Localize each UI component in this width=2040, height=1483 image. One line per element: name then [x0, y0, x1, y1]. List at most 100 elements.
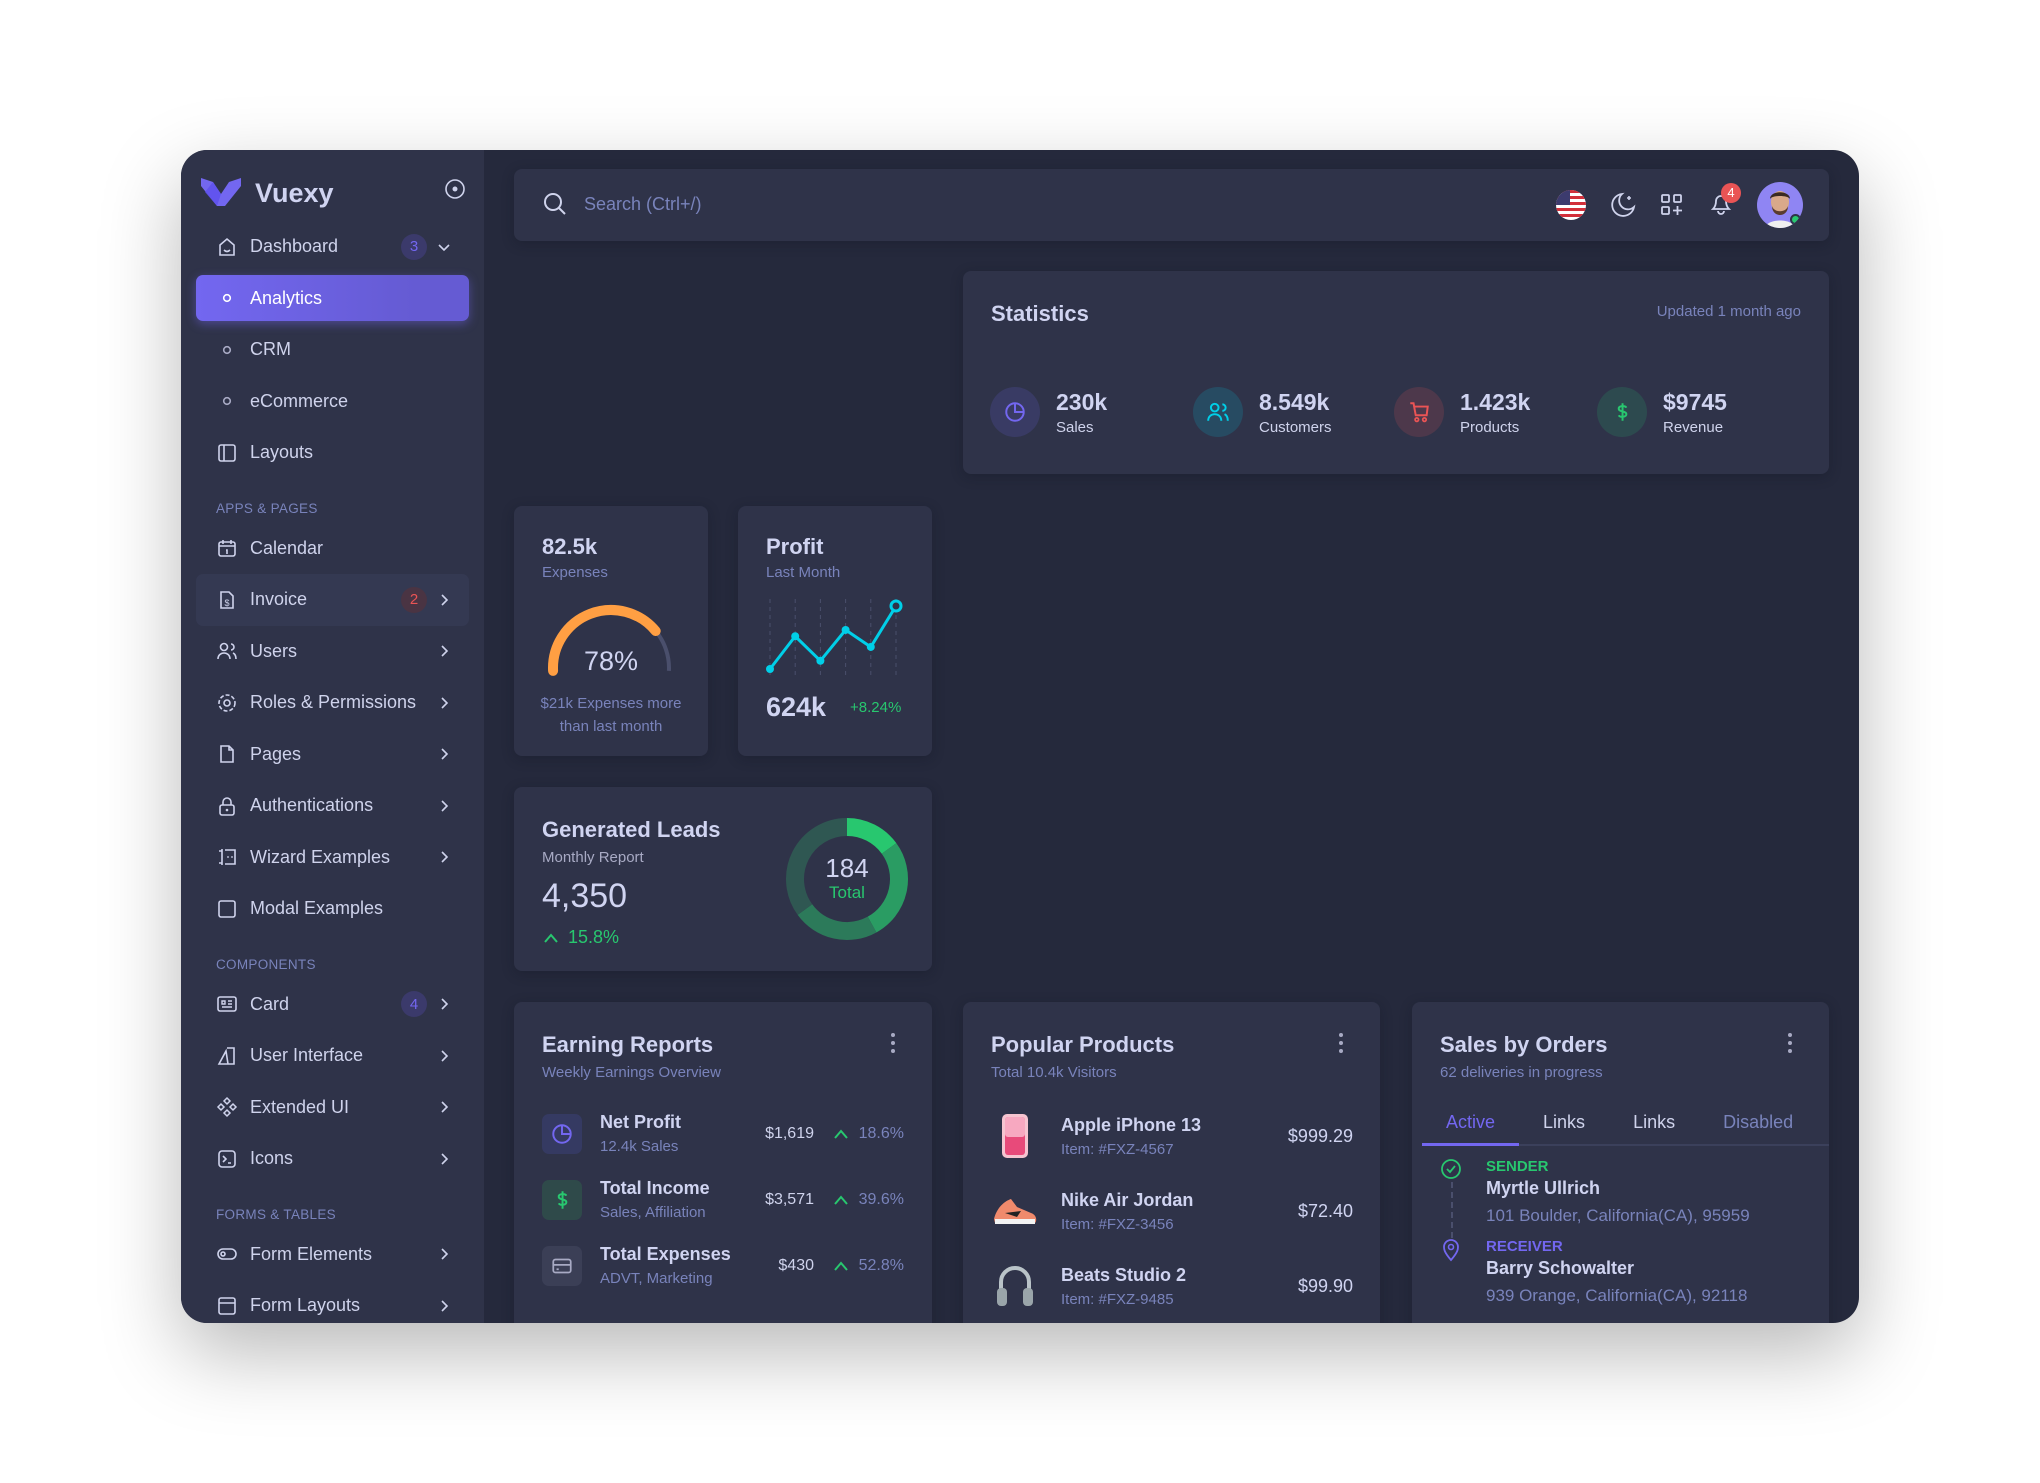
row-subtitle: Sales, Affiliation — [600, 1204, 706, 1221]
sidebar-item-modal-examples[interactable]: Modal Examples — [196, 883, 469, 935]
users-icon — [216, 640, 238, 662]
count-badge: 2 — [401, 586, 427, 613]
leads-change: 15.8% — [544, 927, 619, 948]
stat-products: 1.423k Products — [1394, 387, 1530, 437]
leads-total-label: Total — [829, 883, 865, 902]
donut-segment — [786, 818, 848, 915]
sidebar: Vuexy Dashboard 3 Analytics CRM eCommerce Lay… — [181, 150, 484, 1323]
more-options-icon[interactable] — [1787, 1032, 1793, 1054]
profit-value: 624k — [766, 692, 827, 722]
sidebar-item-extended-ui[interactable]: Extended UI — [196, 1082, 469, 1134]
popular-products-card: Popular Products Total 10.4k Visitors Ap… — [963, 1002, 1380, 1323]
more-options-icon[interactable] — [1338, 1032, 1344, 1054]
chevron-right-icon — [441, 697, 449, 709]
row-change: 18.6% — [858, 1124, 904, 1142]
sidebar-item-ecommerce[interactable]: eCommerce — [196, 376, 469, 428]
id-card-icon — [216, 993, 238, 1015]
sidebar-item-wizard-examples[interactable]: Wizard Examples — [196, 832, 469, 884]
sidebar-item-user-interface[interactable]: User Interface — [196, 1030, 469, 1082]
layout-navbar-icon — [216, 1295, 238, 1317]
brand[interactable]: Vuexy — [201, 168, 334, 218]
search-input[interactable]: Search (Ctrl+/) — [584, 193, 702, 214]
product-item-id: Item: #FXZ-4567 — [1061, 1140, 1174, 1158]
sidebar-item-roles-and-permissions[interactable]: Roles & Permissions — [196, 677, 469, 729]
headphones-image — [991, 1258, 1039, 1314]
sidebar-item-pages[interactable]: Pages — [196, 729, 469, 781]
user-interface-icon — [216, 1045, 238, 1067]
circle-icon — [216, 287, 238, 309]
sidebar-item-label: Wizard Examples — [250, 846, 391, 867]
notifications-button[interactable]: 4 — [1707, 182, 1741, 222]
profit-subtitle: Last Month — [766, 564, 841, 581]
stat-value: $9745 — [1663, 388, 1727, 415]
apps-icon[interactable] — [1659, 192, 1685, 218]
moon-icon[interactable] — [1609, 191, 1637, 219]
product-row-apple-iphone-13[interactable]: Apple iPhone 13 Item: #FXZ-4567 $999.29 — [991, 1108, 1353, 1164]
collapse-toggle-icon[interactable] — [444, 178, 466, 200]
tab-active[interactable]: Active — [1422, 1102, 1520, 1146]
leads-subtitle: Monthly Report — [542, 849, 644, 866]
sales-by-orders-card: Sales by Orders 62 deliveries in progres… — [1412, 1002, 1829, 1323]
sidebar-item-form-layouts[interactable]: Form Layouts — [196, 1280, 469, 1323]
avatar[interactable] — [1757, 182, 1803, 228]
profit-point — [816, 656, 825, 665]
sidebar-item-icons[interactable]: Icons — [196, 1133, 469, 1185]
check-circle-icon — [1441, 1159, 1461, 1179]
circle-icon — [216, 339, 238, 361]
tab-links-2[interactable]: Links — [1633, 1112, 1676, 1132]
chevron-right-icon — [441, 998, 449, 1010]
sidebar-item-users[interactable]: Users — [196, 626, 469, 678]
search-icon — [544, 193, 566, 215]
popular-title: Popular Products — [991, 1032, 1175, 1057]
count-badge: 4 — [401, 991, 427, 1018]
sidebar-item-label: Users — [250, 640, 298, 661]
leads-donut-chart — [786, 818, 908, 940]
sidebar-item-label: Card — [250, 993, 290, 1014]
chart-pie-icon — [542, 1113, 582, 1154]
stat-value: 1.423k — [1460, 388, 1531, 415]
receiver-name: Barry Schowalter — [1486, 1258, 1635, 1278]
sidebar-item-label: Icons — [250, 1148, 294, 1169]
timeline-line — [1451, 1182, 1453, 1238]
tab-links[interactable]: Links — [1543, 1112, 1586, 1132]
leads-value: 4,350 — [542, 877, 628, 915]
sender-name: Myrtle Ullrich — [1486, 1178, 1601, 1198]
stat-customers: 8.549k Customers — [1193, 387, 1332, 437]
sidebar-item-analytics[interactable]: Analytics — [196, 275, 469, 321]
sidebar-item-dashboard[interactable]: Dashboard 3 — [196, 221, 469, 273]
sidebar-item-form-elements[interactable]: Form Elements — [196, 1229, 469, 1281]
row-title: Total Expenses — [600, 1244, 731, 1264]
stat-sales: 230k Sales — [990, 387, 1107, 437]
invoice-icon: $ — [216, 589, 238, 611]
expenses-note-line2: than last month — [559, 718, 663, 735]
more-options-icon[interactable] — [890, 1032, 896, 1054]
card-title: Statistics — [991, 301, 1089, 326]
sidebar-item-authentications[interactable]: Authentications — [196, 780, 469, 832]
sidebar-item-layouts[interactable]: Layouts — [196, 427, 469, 479]
cart-icon — [1394, 387, 1444, 437]
row-subtitle: 12.4k Sales — [600, 1138, 679, 1155]
sidebar-item-crm[interactable]: CRM — [196, 324, 469, 376]
sidebar-item-label: Roles & Permissions — [250, 692, 417, 713]
section-header: APPS & PAGES — [216, 500, 318, 516]
top-navbar: Search (Ctrl+/) 4 — [514, 169, 1829, 241]
sidebar-item-invoice[interactable]: $ Invoice 2 — [196, 574, 469, 626]
product-row-nike-air-jordan[interactable]: Nike Air Jordan Item: #FXZ-3456 $72.40 — [991, 1183, 1353, 1239]
sidebar-item-label: CRM — [250, 339, 291, 360]
sidebar-item-label: Layouts — [250, 442, 314, 463]
chevron-right-icon — [441, 748, 449, 760]
product-price: $72.40 — [1297, 1200, 1353, 1221]
product-name: Nike Air Jordan — [1061, 1189, 1194, 1210]
file-icon — [216, 743, 238, 765]
orders-tabs: Active Links Links Disabled — [1422, 1102, 1829, 1146]
sidebar-item-calendar[interactable]: Calendar — [196, 523, 469, 575]
product-row-beats-studio-2[interactable]: Beats Studio 2 Item: #FXZ-9485 $99.90 — [991, 1258, 1353, 1314]
expenses-note-line1: $21k Expenses more — [540, 695, 682, 712]
donut-segment — [867, 843, 908, 933]
us-flag-icon[interactable] — [1555, 189, 1587, 221]
sidebar-item-card[interactable]: Card 4 — [196, 979, 469, 1031]
search-bar[interactable]: Search (Ctrl+/) — [542, 191, 702, 217]
components-icon — [216, 1096, 238, 1118]
users-icon — [1193, 387, 1243, 437]
chevron-right-icon — [441, 1300, 449, 1312]
